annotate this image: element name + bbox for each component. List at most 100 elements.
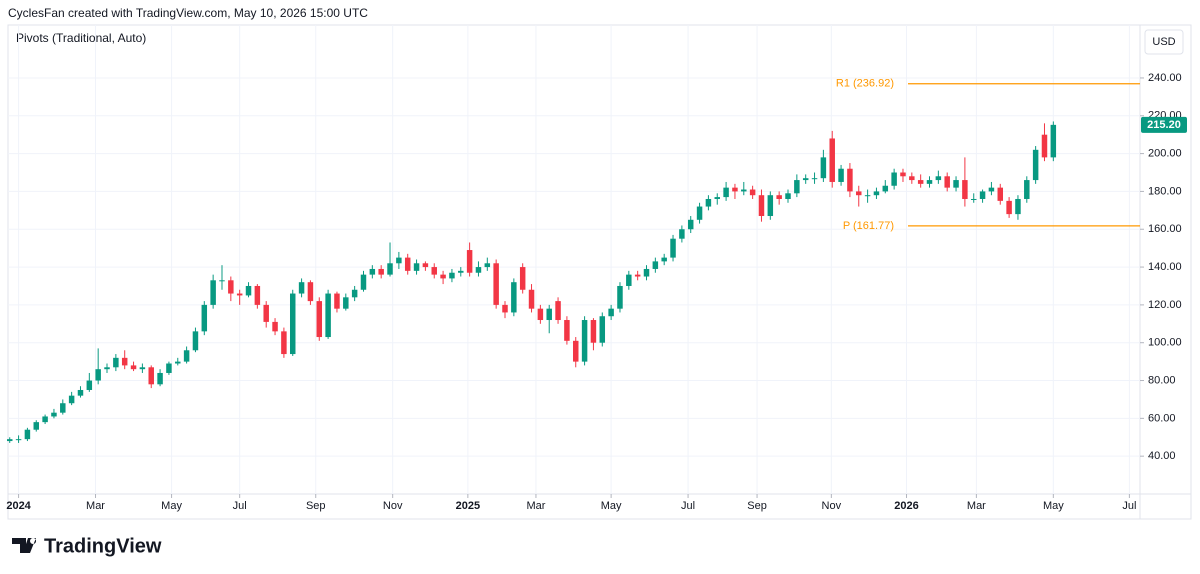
candle-body: [343, 297, 349, 309]
candle-body: [236, 293, 243, 296]
candle-body: [581, 320, 588, 362]
candle-body: [121, 357, 128, 366]
candle-body: [475, 267, 482, 273]
last-price-tag: [1141, 116, 1187, 133]
last-price-label: 215.20: [1147, 119, 1181, 131]
y-tick-label: 180.00: [1148, 185, 1182, 197]
candle-body: [758, 195, 765, 217]
candle-body: [590, 320, 597, 343]
candle-body: [988, 187, 995, 192]
x-tick-label: Jul: [233, 500, 247, 512]
y-tick-label: 240.00: [1148, 72, 1182, 84]
candle-body: [130, 365, 137, 370]
logo: TradingView: [12, 535, 162, 557]
candle-body: [502, 304, 508, 313]
candle-body: [24, 429, 31, 440]
candle-body: [847, 168, 853, 192]
candle-body: [935, 176, 942, 181]
candle-body: [219, 280, 225, 282]
candle-body: [307, 282, 314, 302]
candle-body: [555, 301, 561, 321]
candle-body: [909, 176, 915, 181]
candle-body: [484, 263, 491, 268]
candle-body: [60, 403, 66, 413]
candle-body: [891, 172, 897, 186]
candle-body: [210, 280, 216, 305]
candle-body: [263, 304, 269, 322]
candle-body: [254, 285, 261, 305]
candle-body: [493, 263, 499, 305]
candle-body: [281, 331, 287, 355]
brand: TradingView: [44, 535, 162, 557]
candle-body: [1006, 200, 1012, 215]
candle-body: [360, 274, 367, 290]
candle-body: [723, 187, 729, 198]
candle-body: [175, 361, 181, 364]
header: CyclesFan created with TradingView.com, …: [8, 6, 368, 20]
candle-body: [776, 195, 782, 199]
candle-body: [811, 178, 818, 180]
x-tick-label: May: [161, 500, 182, 512]
candle-body: [1024, 180, 1030, 199]
candle-body: [953, 180, 959, 188]
candle-body: [1015, 198, 1021, 215]
candle-body: [201, 304, 208, 332]
candle-body: [705, 198, 712, 207]
pivot-label: R1 (236.92): [836, 78, 894, 90]
candle-body: [351, 289, 358, 298]
x-tick-label: Nov: [383, 500, 403, 512]
candle-body: [962, 180, 968, 199]
candle-body: [396, 257, 402, 264]
candle-body: [599, 316, 606, 343]
candle-body: [334, 293, 340, 309]
candle-body: [546, 308, 552, 321]
candle-body: [157, 372, 163, 385]
candle-body: [1032, 149, 1039, 181]
candle-body: [68, 395, 75, 404]
candle-body: [369, 268, 376, 275]
x-tick-label: Jul: [681, 500, 695, 512]
candle-body: [289, 293, 296, 355]
y-tick-label: 60.00: [1148, 412, 1176, 424]
candle-body: [113, 357, 119, 368]
x-tick-label: Sep: [747, 500, 767, 512]
candle-body: [617, 285, 623, 309]
candle-body: [139, 367, 146, 370]
candle-body: [192, 331, 199, 351]
currency-button[interactable]: [1144, 29, 1184, 55]
candle-body: [856, 191, 862, 196]
candle-body: [511, 282, 517, 313]
candle-body: [166, 363, 172, 373]
candle-body: [696, 206, 703, 220]
x-tick-label: 2024: [6, 500, 31, 512]
candle-body: [608, 308, 614, 317]
candle-body: [643, 268, 650, 277]
candle-body: [77, 389, 84, 396]
candle-body: [767, 195, 774, 217]
candle-body: [466, 250, 473, 273]
x-tick-label: Jul: [1122, 500, 1136, 512]
candle-body: [404, 257, 411, 271]
candle-body: [272, 321, 278, 332]
candle-body: [51, 412, 57, 417]
x-tick-label: May: [601, 500, 622, 512]
candle-body: [882, 185, 889, 192]
y-tick-label: 140.00: [1148, 261, 1182, 273]
candle-body: [741, 189, 747, 192]
x-tick-label: Mar: [967, 500, 986, 512]
candle-body: [1050, 124, 1057, 158]
candle-body: [431, 267, 437, 275]
candle-body: [573, 340, 579, 362]
y-tick-label: 40.00: [1148, 450, 1176, 462]
candle-body: [387, 263, 393, 275]
candle-body: [944, 176, 950, 188]
candle-body: [104, 367, 110, 370]
x-tick-label: Mar: [526, 500, 545, 512]
x-tick-label: Nov: [822, 500, 842, 512]
currency[interactable]: USD: [1152, 36, 1175, 48]
candle-body: [679, 229, 685, 239]
candle-body: [997, 187, 1004, 201]
candle-body: [458, 270, 464, 273]
candle-body: [626, 274, 632, 286]
